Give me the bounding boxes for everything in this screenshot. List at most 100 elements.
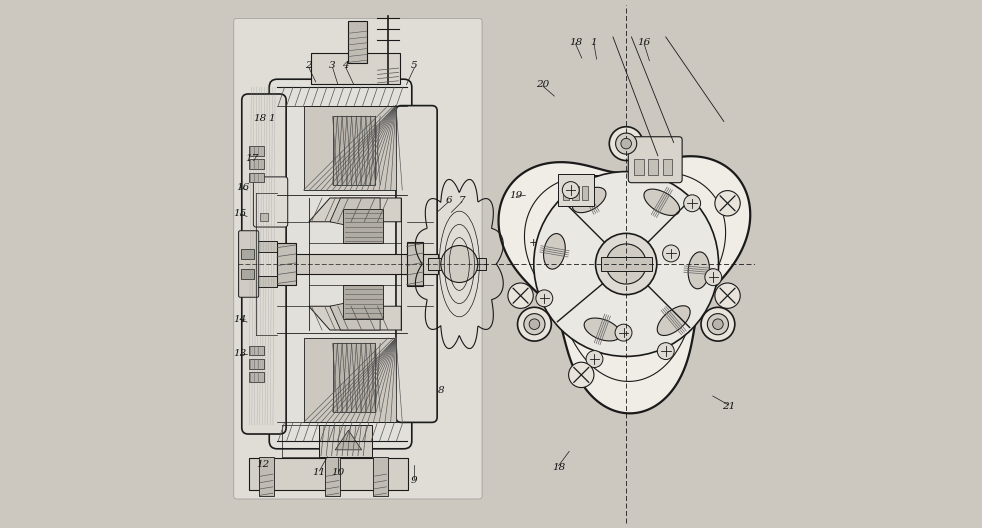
Text: 15: 15 <box>234 209 246 219</box>
Bar <box>648 159 658 175</box>
Circle shape <box>586 351 603 367</box>
Text: 12: 12 <box>256 460 269 469</box>
Text: 20: 20 <box>536 80 549 89</box>
Text: 4: 4 <box>343 61 350 71</box>
Bar <box>601 257 651 271</box>
Polygon shape <box>330 198 380 232</box>
Text: 1: 1 <box>268 114 275 124</box>
Bar <box>373 457 388 496</box>
Bar <box>407 242 423 286</box>
Text: 6: 6 <box>446 196 452 205</box>
Circle shape <box>657 343 675 360</box>
Bar <box>260 213 268 221</box>
Text: 13: 13 <box>234 349 246 359</box>
Circle shape <box>536 290 553 307</box>
FancyBboxPatch shape <box>239 231 258 297</box>
Text: 3: 3 <box>329 61 336 71</box>
Bar <box>563 186 570 200</box>
Circle shape <box>715 191 740 216</box>
Circle shape <box>701 307 735 341</box>
Polygon shape <box>499 156 750 413</box>
Bar <box>277 254 438 274</box>
Bar <box>343 285 383 319</box>
Text: 18: 18 <box>253 114 267 124</box>
Text: 18: 18 <box>552 463 566 472</box>
Text: 16: 16 <box>637 37 651 47</box>
Bar <box>333 116 375 185</box>
Text: 5: 5 <box>411 61 417 71</box>
Bar <box>249 146 264 156</box>
Bar <box>249 458 408 490</box>
Text: 8: 8 <box>438 386 444 395</box>
Bar <box>343 209 383 243</box>
Bar <box>255 276 277 287</box>
Circle shape <box>441 246 478 282</box>
Circle shape <box>523 314 545 335</box>
Text: 21: 21 <box>722 402 736 411</box>
Polygon shape <box>309 306 402 330</box>
Circle shape <box>606 244 646 284</box>
Text: 9: 9 <box>411 476 417 485</box>
Circle shape <box>615 324 632 341</box>
Circle shape <box>534 172 719 356</box>
Text: 2: 2 <box>305 61 312 71</box>
FancyBboxPatch shape <box>396 106 437 422</box>
Ellipse shape <box>644 189 680 215</box>
Circle shape <box>518 307 551 341</box>
Bar <box>277 243 296 285</box>
Ellipse shape <box>544 233 566 269</box>
Bar <box>303 338 396 422</box>
Bar <box>663 159 672 175</box>
Ellipse shape <box>573 187 606 213</box>
Bar <box>319 425 372 457</box>
Bar <box>249 346 264 355</box>
Circle shape <box>707 314 729 335</box>
Bar <box>325 457 340 496</box>
Bar <box>333 343 375 412</box>
Bar <box>349 21 367 63</box>
Bar <box>581 186 588 200</box>
Circle shape <box>595 233 657 295</box>
Circle shape <box>713 319 723 329</box>
Bar <box>242 269 254 279</box>
Circle shape <box>683 195 700 212</box>
Bar <box>249 372 264 382</box>
Circle shape <box>563 182 579 199</box>
FancyBboxPatch shape <box>242 94 286 434</box>
Ellipse shape <box>688 252 709 289</box>
Bar <box>249 359 264 369</box>
Polygon shape <box>335 430 361 450</box>
Text: 17: 17 <box>246 154 259 163</box>
Bar <box>249 173 264 182</box>
Bar <box>311 53 401 84</box>
Bar <box>634 159 643 175</box>
Text: 11: 11 <box>313 468 326 477</box>
Text: 1: 1 <box>590 37 597 47</box>
Text: 10: 10 <box>331 468 345 477</box>
Bar <box>259 457 274 496</box>
FancyBboxPatch shape <box>253 177 288 227</box>
Text: 7: 7 <box>459 196 465 205</box>
Circle shape <box>705 269 722 286</box>
Circle shape <box>715 283 740 308</box>
Text: 19: 19 <box>510 191 523 200</box>
Bar <box>427 258 486 270</box>
Bar <box>573 186 578 200</box>
Bar <box>558 174 594 206</box>
Circle shape <box>616 133 636 154</box>
Bar <box>303 106 396 190</box>
FancyBboxPatch shape <box>234 18 482 499</box>
Circle shape <box>569 362 594 388</box>
Text: +: + <box>529 238 538 248</box>
Text: 16: 16 <box>237 183 249 192</box>
Circle shape <box>609 127 643 161</box>
Ellipse shape <box>657 306 690 335</box>
Circle shape <box>529 319 540 329</box>
Circle shape <box>663 245 680 262</box>
FancyBboxPatch shape <box>269 79 411 449</box>
Bar <box>242 249 254 259</box>
Polygon shape <box>309 198 402 222</box>
Bar <box>249 159 264 169</box>
FancyBboxPatch shape <box>628 137 682 183</box>
Text: 14: 14 <box>234 315 246 324</box>
